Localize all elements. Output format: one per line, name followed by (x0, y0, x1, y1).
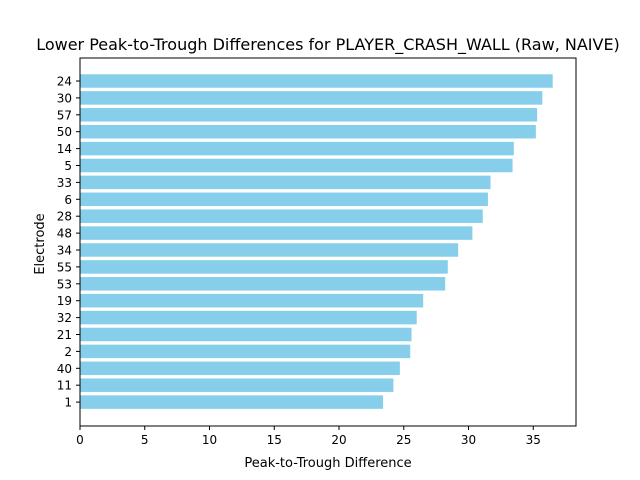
y-tick-label: 19 (57, 294, 72, 308)
y-tick-label: 40 (57, 362, 72, 376)
bar-electrode-50 (80, 124, 536, 139)
bar-electrode-32 (80, 310, 417, 325)
y-tick-label: 32 (57, 311, 72, 325)
x-tick-label: 30 (461, 433, 476, 447)
plot-frame (79, 57, 577, 427)
bar-electrode-57 (80, 108, 538, 122)
y-tick-label: 21 (57, 328, 72, 342)
x-tick-label: 25 (396, 433, 411, 447)
y-tick-label: 1 (64, 396, 72, 410)
bar-electrode-28 (80, 209, 483, 223)
y-tick-label: 34 (57, 244, 72, 258)
bar-electrode-33 (80, 175, 491, 190)
bar-electrode-34 (80, 243, 459, 257)
x-tick-label: 35 (526, 433, 541, 447)
y-tick-label: 6 (64, 193, 72, 207)
y-tick-label: 33 (57, 176, 72, 190)
bar-electrode-53 (80, 277, 446, 291)
bar-electrode-1 (80, 395, 384, 409)
bar-electrode-21 (80, 327, 412, 342)
y-tick-label: 11 (57, 379, 72, 393)
x-tick-label: 5 (141, 433, 149, 447)
bars-group (80, 74, 553, 409)
y-tick-label: 14 (57, 142, 72, 156)
bar-electrode-14 (80, 141, 514, 156)
y-tick-label: 24 (57, 75, 72, 89)
y-tick-label: 55 (57, 260, 72, 274)
bar-electrode-11 (80, 378, 394, 392)
y-tick-label: 57 (57, 108, 72, 122)
y-axis-label: Electrode (33, 213, 48, 274)
bar-electrode-24 (80, 74, 553, 88)
x-ticks-group: 0 5 10 15 20 25 30 35 (76, 426, 541, 447)
y-tick-label: 48 (57, 227, 72, 241)
bar-electrode-5 (80, 158, 513, 173)
y-tick-label: 5 (64, 159, 72, 173)
x-tick-label: 10 (202, 433, 217, 447)
bar-electrode-40 (80, 361, 400, 376)
bar-electrode-30 (80, 91, 543, 105)
y-tick-label: 30 (57, 91, 72, 105)
x-tick-label: 20 (331, 433, 346, 447)
x-tick-label: 0 (76, 433, 84, 447)
bar-electrode-55 (80, 260, 448, 274)
bar-electrode-2 (80, 344, 411, 359)
bar-electrode-48 (80, 226, 473, 240)
x-axis-label: Peak-to-Trough Difference (244, 456, 411, 471)
y-tick-label: 50 (57, 125, 72, 139)
bar-electrode-19 (80, 293, 424, 308)
chart-title: Lower Peak-to-Trough Differences for PLA… (36, 35, 620, 55)
y-tick-label: 53 (57, 277, 72, 291)
bar-electrode-6 (80, 192, 488, 207)
y-tick-label: 28 (57, 210, 72, 224)
x-tick-label: 15 (267, 433, 282, 447)
y-tick-label: 2 (64, 345, 72, 359)
